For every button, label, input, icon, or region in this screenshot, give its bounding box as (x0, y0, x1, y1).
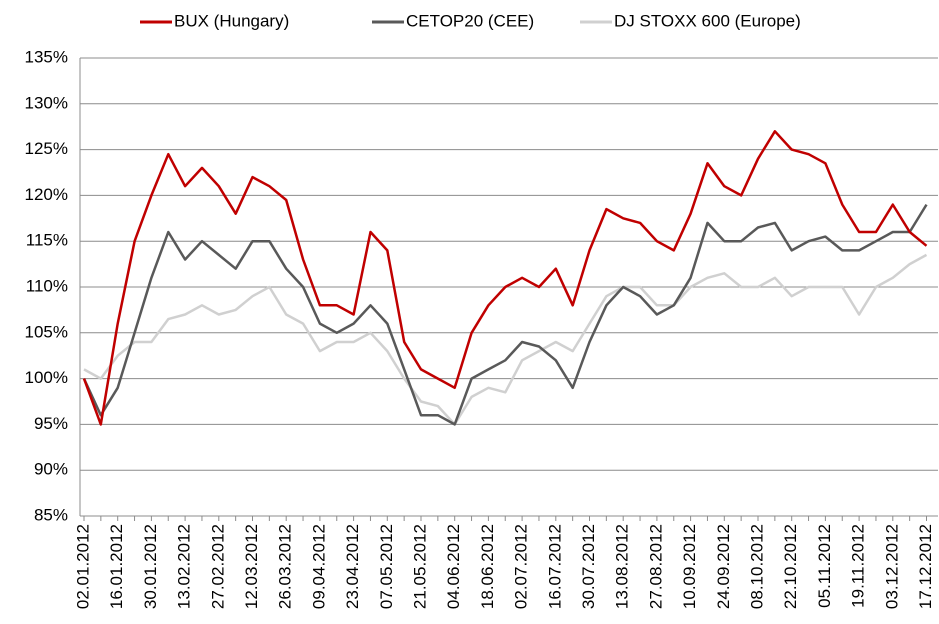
line-series (83, 253, 928, 426)
y-tick-label: 125% (25, 139, 68, 158)
y-tick-label: 95% (34, 414, 68, 433)
x-tick-label: 17.12.2012 (916, 524, 935, 609)
y-tick-label: 120% (25, 185, 68, 204)
x-tick-label: 18.06.2012 (478, 524, 497, 609)
y-tick-label: 90% (34, 460, 68, 479)
y-tick-label: 130% (25, 93, 68, 112)
y-tick-label: 135% (25, 47, 68, 66)
line-series (82, 130, 928, 426)
y-tick-label: 85% (34, 505, 68, 524)
x-tick-label: 26.03.2012 (276, 524, 295, 609)
x-tick-label: 12.03.2012 (242, 524, 261, 609)
x-tick-label: 22.10.2012 (781, 524, 800, 609)
legend-label: CETOP20 (CEE) (406, 11, 534, 30)
y-tick-label: 100% (25, 368, 68, 387)
x-tick-label: 02.07.2012 (512, 524, 531, 609)
line-series (82, 203, 928, 426)
x-tick-label: 04.06.2012 (444, 524, 463, 609)
x-tick-label: 30.07.2012 (579, 524, 598, 609)
x-tick-label: 30.01.2012 (141, 524, 160, 609)
x-tick-label: 27.08.2012 (646, 524, 665, 609)
legend-label: BUX (Hungary) (174, 11, 289, 30)
x-tick-label: 13.08.2012 (613, 524, 632, 609)
x-tick-label: 05.11.2012 (815, 524, 834, 608)
y-tick-label: 115% (26, 231, 68, 250)
x-tick-label: 03.12.2012 (882, 524, 901, 609)
y-tick-label: 110% (26, 276, 68, 295)
x-tick-label: 21.05.2012 (410, 524, 429, 609)
x-tick-label: 07.05.2012 (377, 524, 396, 609)
x-tick-label: 02.01.2012 (73, 524, 92, 609)
x-tick-label: 13.02.2012 (175, 524, 194, 609)
x-tick-label: 23.04.2012 (343, 524, 362, 609)
x-tick-label: 24.09.2012 (714, 524, 733, 609)
x-tick-label: 16.01.2012 (107, 524, 126, 609)
legend-label: DJ STOXX 600 (Europe) (614, 11, 801, 30)
x-tick-label: 27.02.2012 (208, 524, 227, 609)
x-tick-label: 16.07.2012 (545, 524, 564, 609)
x-tick-label: 10.09.2012 (680, 524, 699, 609)
y-tick-label: 105% (25, 322, 68, 341)
x-tick-label: 08.10.2012 (747, 524, 766, 609)
x-tick-label: 19.11.2012 (849, 524, 868, 608)
x-tick-label: 09.04.2012 (309, 524, 328, 609)
